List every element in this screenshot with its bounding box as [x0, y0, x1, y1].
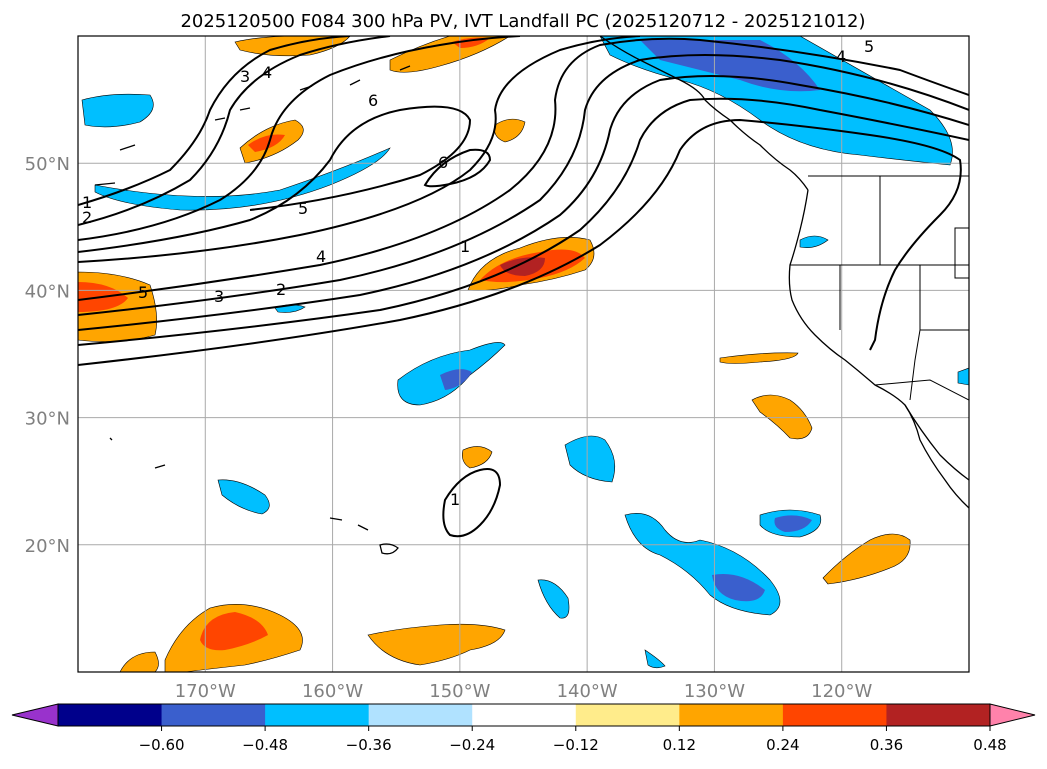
colorbar-tick-label: −0.60 — [139, 736, 185, 754]
latitude-tick-label: 40°N — [25, 281, 70, 302]
colorbar-segment — [472, 704, 577, 726]
longitude-tick-label: 130°W — [684, 681, 745, 702]
positive-region-top-1 — [234, 36, 351, 57]
colorbar-segment — [575, 704, 680, 726]
contour-label: 6 — [368, 91, 378, 110]
colorbar-frame — [57, 703, 991, 727]
colorbar-extend-high — [989, 703, 1036, 727]
longitude-labels: 170°W 160°W 150°W 140°W 130°W 120°W — [175, 681, 873, 702]
contour-label: 3 — [214, 287, 224, 306]
positive-region-south — [367, 623, 506, 666]
pv-contour-9 — [78, 75, 969, 331]
latitude-tick-label: 30°N — [25, 409, 70, 430]
colorbar-segment — [161, 704, 266, 726]
negative-region-mid — [564, 435, 616, 483]
contour-label: 1 — [82, 193, 92, 212]
colorbar-tick-label: −0.24 — [449, 736, 495, 754]
latitude-tick-label: 50°N — [25, 154, 70, 175]
gridlines — [78, 36, 969, 672]
negative-region-left — [217, 479, 270, 515]
negative-small-2 — [799, 235, 829, 248]
colorbar-segment — [368, 704, 473, 726]
negative-small-3 — [537, 579, 570, 619]
map-frame — [77, 35, 970, 673]
contour-label: 2 — [276, 280, 286, 299]
pv-contour-10 — [78, 97, 969, 346]
pv-contours — [78, 36, 969, 538]
positive-region-southeast — [822, 533, 911, 585]
positive-region-small-1 — [494, 118, 526, 143]
positive-core-southwest — [200, 612, 268, 651]
colorbar-tick-label: −0.36 — [346, 736, 392, 754]
map-content: 1 2 3 4 5 6 6 5 4 3 2 1 4 5 1 — [78, 36, 969, 672]
latitude-tick-label: 20°N — [25, 536, 70, 557]
colorbar-tick-label: −0.12 — [553, 736, 599, 754]
colorbar: −0.60 −0.48 −0.36 −0.24 −0.12 0.12 0.24 0.36 0.4… — [11, 703, 1036, 754]
contour-label: 5 — [298, 199, 308, 218]
pv-contour-7 — [78, 37, 969, 301]
contour-label: 4 — [316, 247, 326, 266]
pv-contour-2 — [78, 36, 391, 226]
chart-title: 2025120500 F084 300 hPa PV, IVT Landfall… — [180, 11, 865, 32]
colorbar-tick-label: 0.36 — [870, 736, 903, 754]
negative-small-5 — [957, 367, 969, 386]
longitude-tick-label: 160°W — [302, 681, 363, 702]
negative-core-central — [440, 369, 472, 390]
contour-label: 3 — [240, 67, 250, 86]
pv-contour-3 — [78, 36, 521, 241]
positive-core-upper-left — [248, 134, 285, 152]
colorbar-tick-label: 0.48 — [973, 736, 1006, 754]
pv-contour-labels: 1 2 3 4 5 6 6 5 4 3 2 1 4 5 1 — [82, 37, 874, 509]
contour-label: 1 — [460, 237, 470, 256]
positive-region-small-2 — [462, 446, 493, 469]
contour-label: 5 — [864, 37, 874, 56]
colorbar-segment — [265, 704, 370, 726]
coastlines — [94, 36, 969, 555]
shading-layer — [78, 36, 969, 672]
pv-contour-5 — [78, 36, 641, 263]
positive-region-east-1 — [719, 352, 799, 364]
pv-contour-12 — [442, 468, 502, 538]
longitude-tick-label: 120°W — [811, 681, 872, 702]
positive-core-central — [500, 257, 545, 276]
negative-core-east — [774, 515, 812, 532]
longitude-tick-label: 150°W — [429, 681, 490, 702]
contour-label: 2 — [82, 208, 92, 227]
colorbar-segment — [886, 704, 991, 726]
contour-label: 5 — [138, 283, 148, 302]
pv-contour-1 — [78, 36, 351, 206]
contour-label: 1 — [450, 490, 460, 509]
contour-label: 6 — [438, 153, 448, 172]
colorbar-segment — [58, 704, 163, 726]
negative-band — [94, 147, 391, 211]
longitude-tick-label: 170°W — [175, 681, 236, 702]
colorbar-tick-label: −0.48 — [242, 736, 288, 754]
colorbar-segment — [782, 704, 887, 726]
negative-core-south — [712, 574, 765, 602]
contour-label: 4 — [262, 63, 272, 82]
colorbar-segment — [679, 704, 784, 726]
negative-small-4 — [644, 649, 666, 669]
pv-contour-11 — [78, 118, 962, 366]
colorbar-tick-label: 0.24 — [766, 736, 799, 754]
longitude-tick-label: 140°W — [557, 681, 618, 702]
colorbar-tick-label: 0.12 — [663, 736, 696, 754]
political-borders — [790, 175, 969, 401]
positive-region-east-2 — [751, 394, 813, 440]
negative-core-alaska — [640, 40, 820, 92]
positive-region-top-2 — [389, 36, 511, 73]
colorbar-extend-low — [11, 703, 59, 727]
pv-contour-6 — [423, 148, 492, 188]
latitude-labels: 50°N 40°N 30°N 20°N — [25, 154, 70, 557]
negative-region-northwest — [81, 93, 154, 128]
contour-label: 4 — [836, 47, 846, 66]
pv-contour-8 — [78, 54, 969, 316]
positive-region-small-3 — [119, 651, 159, 672]
pv-contour-4 — [78, 105, 472, 253]
